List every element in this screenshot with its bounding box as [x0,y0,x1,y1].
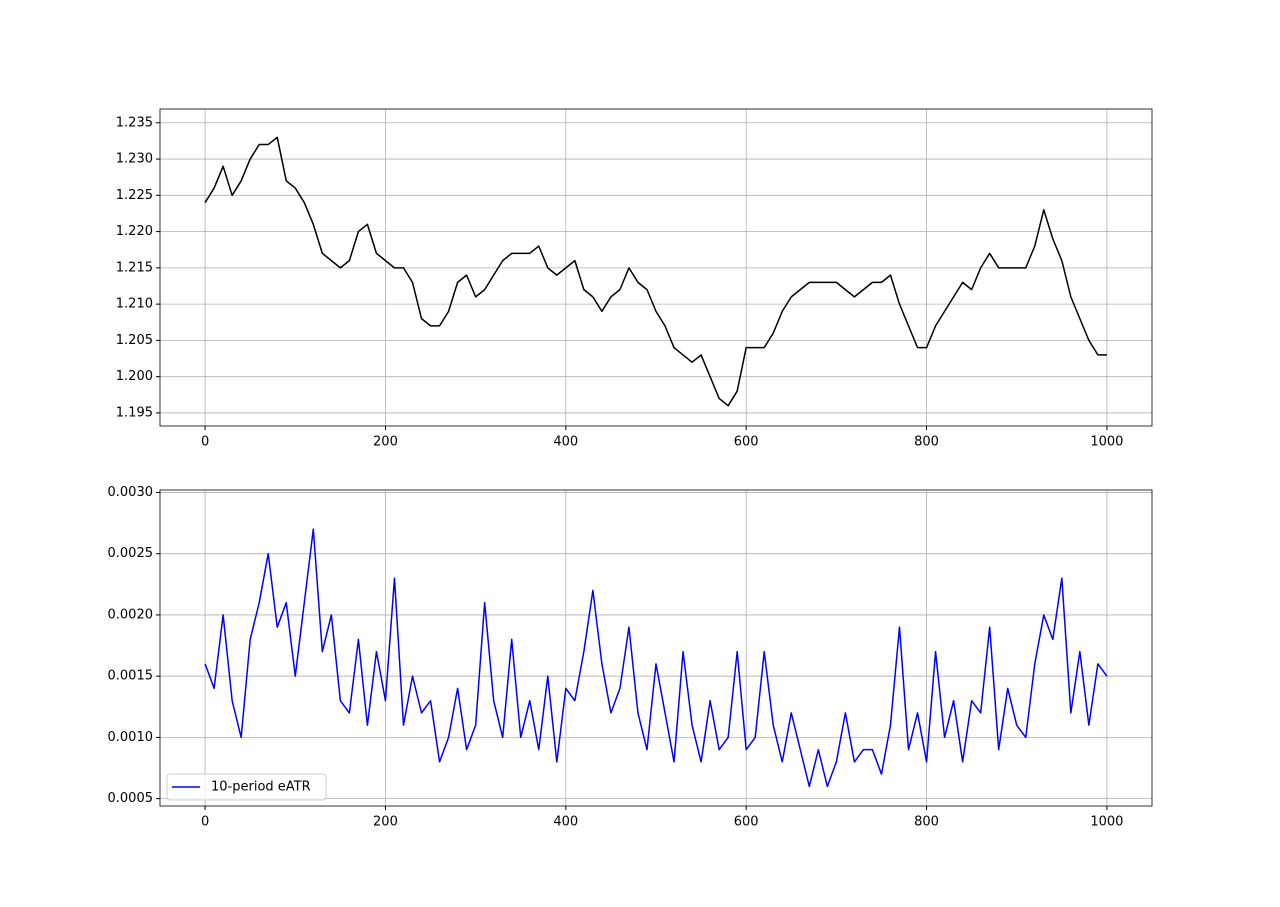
x-tick-label: 0 [201,815,209,830]
x-tick-label: 600 [734,815,759,830]
y-tick-label: 1.235 [116,115,153,130]
subplot: 0 200 400 600 800 1000 0.0005 0.0010 0.0015 0.002… [108,485,1153,830]
x-tick-label: 400 [553,815,578,830]
y-tick-label: 1.200 [116,369,153,384]
y-tick-label: 1.225 [116,188,153,203]
y-tick-label: 0.0010 [108,730,154,745]
x-tick-label: 800 [914,435,939,450]
y-tick-label: 1.230 [116,152,153,167]
y-tick-label: 1.205 [116,333,153,348]
data-line [204,136,1107,407]
x-tick-label: 600 [734,435,759,450]
y-tick-label: 0.0025 [108,546,154,561]
axes-frame [159,489,1153,807]
x-tick-label: 1000 [1090,815,1123,830]
x-tick-label: 200 [373,815,398,830]
y-tick-label: 0.0020 [108,607,154,622]
x-tick-label: 800 [914,815,939,830]
legend-label: 10-period eATR [211,780,311,795]
y-tick-label: 1.215 [116,260,153,275]
y-tick-label: 0.0005 [108,791,154,806]
x-tick-label: 200 [373,435,398,450]
data-line [204,528,1108,788]
y-tick-label: 0.0015 [108,669,154,684]
y-tick-label: 1.195 [116,405,153,420]
subplot: 0 200 400 600 800 1000 1.195 1.200 1.205 1.210 1.2… [116,108,1153,450]
axes-frame [159,108,1153,427]
y-tick-label: 1.220 [116,224,153,239]
x-tick-label: 1000 [1090,435,1123,450]
x-tick-label: 400 [553,435,578,450]
y-tick-label: 0.0030 [108,485,154,500]
plot-area [160,490,1152,806]
y-tick-label: 1.210 [116,297,153,312]
legend-box [166,773,327,801]
x-tick-label: 0 [201,435,209,450]
